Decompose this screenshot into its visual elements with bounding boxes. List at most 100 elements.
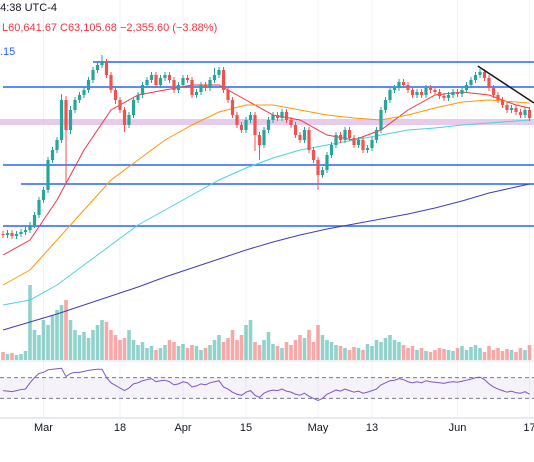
volume-bar — [280, 348, 284, 360]
volume-bar — [370, 346, 374, 360]
volume-bar — [217, 335, 221, 360]
volume-bar — [158, 348, 163, 360]
volume-bar — [289, 345, 293, 360]
volume-bar — [406, 348, 410, 360]
candle-body — [185, 78, 190, 80]
candle-body — [145, 80, 149, 85]
candle-body — [149, 75, 154, 80]
volume-bar — [451, 351, 455, 360]
volume-bar — [442, 349, 446, 360]
volume-bar — [149, 346, 154, 360]
candle-body — [208, 80, 212, 88]
volume-bar — [208, 345, 212, 360]
candle-body — [289, 120, 293, 125]
candle-body — [203, 85, 208, 88]
volume-bar — [433, 350, 437, 360]
candle-body — [100, 62, 104, 65]
candle-body — [482, 72, 487, 78]
volume-bar — [91, 330, 95, 360]
candle-body — [442, 96, 446, 98]
volume-bar — [464, 350, 469, 360]
volume-bar — [455, 348, 460, 360]
candle-body — [374, 130, 379, 140]
volume-bar — [302, 338, 307, 360]
volume-bar — [5, 354, 10, 360]
trend-line — [477, 65, 534, 104]
volume-bar — [262, 340, 266, 360]
volume-bar — [316, 325, 320, 360]
volume-bar — [59, 305, 64, 360]
volume-bar — [212, 340, 217, 360]
candle-body — [410, 90, 415, 95]
volume-bar — [307, 330, 311, 360]
volume-bar — [401, 345, 406, 360]
volume-bar — [172, 342, 176, 360]
candle-body — [491, 88, 496, 95]
candle-body — [415, 92, 419, 95]
candle-body — [136, 95, 140, 100]
volume-bar — [460, 346, 464, 360]
volume-bar — [419, 348, 424, 360]
candle-body — [500, 100, 505, 105]
volume-bar — [226, 338, 230, 360]
volume-bar — [379, 342, 383, 360]
moving-average — [2, 84, 530, 256]
volume-bar — [392, 340, 397, 360]
volume-bar — [140, 342, 145, 360]
volume-bar — [514, 352, 518, 360]
candle-body — [271, 115, 275, 120]
x-tick-label: May — [308, 422, 329, 434]
candle-body — [37, 200, 41, 215]
candle-body — [338, 135, 343, 140]
volume-bar — [41, 320, 46, 360]
candle-body — [469, 80, 473, 85]
volume-bar — [383, 338, 388, 360]
volume-bar — [199, 350, 203, 360]
candle-body — [424, 88, 428, 95]
volume-bar — [95, 325, 100, 360]
moving-average — [2, 119, 530, 306]
candle-body — [212, 75, 217, 80]
candle-body — [406, 85, 410, 90]
candle-body — [388, 90, 392, 100]
volume-bar — [181, 344, 185, 360]
candle-body — [437, 92, 442, 96]
candle-body — [122, 110, 127, 125]
candle-body — [194, 92, 199, 95]
volume-bar — [136, 345, 140, 360]
x-tick-label: 18 — [114, 422, 126, 434]
volume-bar — [32, 330, 37, 360]
candle-body — [253, 115, 257, 135]
candle-body — [140, 85, 145, 95]
header-low: L60,641.67 — [2, 22, 57, 34]
candle-body — [77, 95, 82, 100]
candle-body — [158, 78, 163, 85]
volume-bar — [10, 353, 14, 360]
candle-body — [311, 150, 316, 160]
candle-body — [118, 100, 122, 110]
volume-bar — [311, 342, 316, 360]
candle-body — [428, 88, 433, 90]
candle-body — [127, 115, 131, 125]
candle-body — [302, 130, 307, 140]
candle-body — [356, 140, 361, 145]
candle-body — [86, 80, 91, 90]
volume-bar — [271, 344, 275, 360]
volume-bar — [50, 315, 55, 360]
volume-bar — [284, 342, 289, 360]
candle-body — [275, 115, 280, 118]
volume-bar — [46, 325, 50, 360]
volume-bar — [491, 350, 496, 360]
volume-bar — [221, 342, 226, 360]
candle-body — [347, 130, 352, 138]
candle-body — [419, 92, 424, 95]
volume-bar — [122, 338, 127, 360]
volume-bar — [428, 352, 433, 360]
candle-body — [41, 190, 46, 200]
moving-average — [2, 99, 530, 286]
volume-bar — [523, 350, 527, 360]
candle-body — [68, 110, 73, 130]
volume-bar — [365, 344, 370, 360]
volume-bar — [64, 300, 68, 360]
